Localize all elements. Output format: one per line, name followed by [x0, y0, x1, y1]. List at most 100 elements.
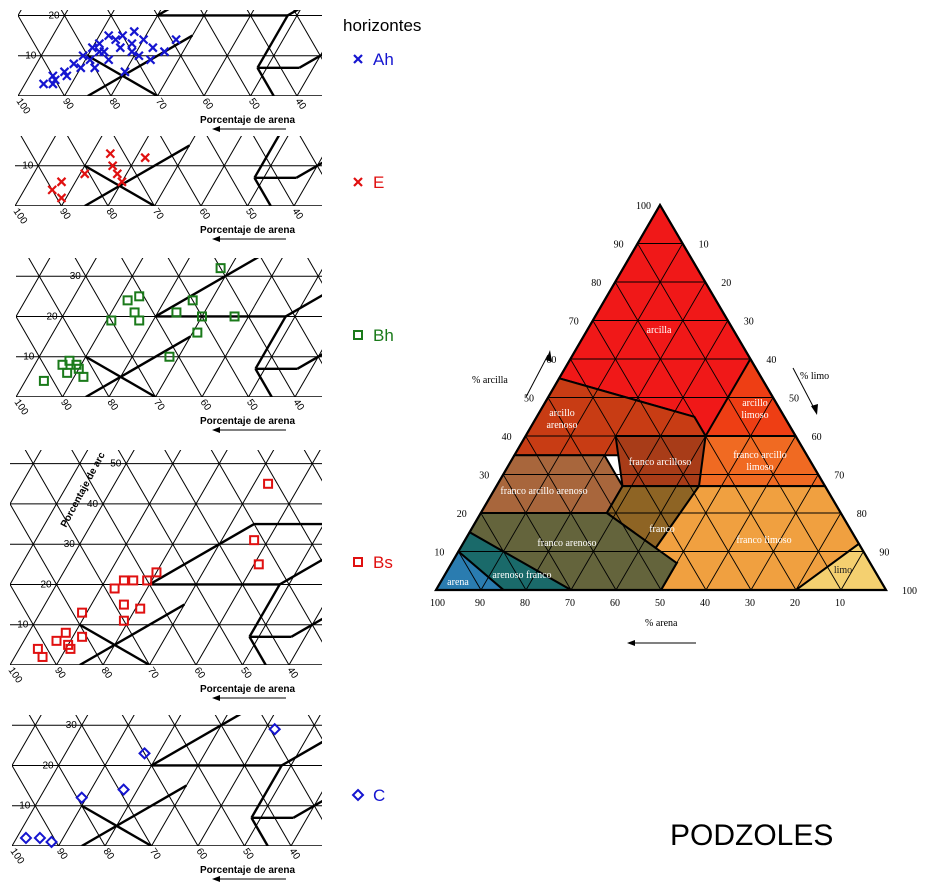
sand-axis-label: % arena: [645, 618, 678, 629]
sand-tick: 10: [835, 598, 845, 609]
sand-tick: 30: [745, 598, 755, 609]
data-point: [48, 79, 58, 89]
data-point: [103, 30, 114, 41]
class-label: franco arcilloso: [629, 457, 691, 468]
sand-tick-label: 100: [11, 206, 30, 226]
data-point: [138, 746, 151, 760]
sand-tick-label: 100: [8, 846, 27, 866]
silt-tick: 50: [789, 394, 799, 405]
clay-tick-label: 30: [70, 271, 82, 282]
data-point: [249, 535, 260, 546]
data-point: [129, 307, 140, 318]
silt-tick: 40: [766, 355, 776, 366]
data-point: [38, 375, 49, 386]
data-point: [51, 635, 62, 646]
data-point: [145, 54, 156, 65]
sand-tick: 100: [430, 598, 445, 609]
clay-tick: 20: [457, 509, 467, 520]
clay-tick-label: 30: [64, 539, 76, 550]
sand-axis-label: Porcentaje de arena: [200, 416, 295, 427]
data-point: [122, 295, 133, 306]
mini-chart-Ah: 20 10 100 90 80 70 60 50 40 Porcentaje de arena: [14, 10, 322, 132]
sand-axis-arrowhead: [212, 695, 220, 701]
class-label: franco arenoso: [537, 538, 596, 549]
sand-tick-label: 80: [105, 397, 121, 413]
sand-tick-label: 100: [6, 665, 25, 685]
sand-tick-label: 40: [287, 846, 303, 862]
data-point: [117, 177, 127, 187]
class-label: arcillo: [742, 398, 768, 409]
data-point: [94, 46, 105, 57]
sand-tick-label: 50: [243, 206, 259, 222]
clay-tick-label: 20: [49, 10, 61, 21]
silt-tick: 20: [721, 278, 731, 289]
data-point: [60, 627, 71, 638]
sand-axis-arrowhead: [212, 236, 220, 242]
data-point: [87, 42, 98, 53]
sand-axis-label: Porcentaje de arena: [200, 865, 295, 876]
sand-tick: 80: [520, 598, 530, 609]
triangle-outline: [434, 202, 888, 592]
clay-tick-label: 10: [25, 51, 37, 62]
mini-data-points: [32, 478, 274, 662]
silt-axis-arrow: [792, 367, 816, 411]
sand-axis-arrowhead: [212, 126, 220, 132]
sand-tick-label: 40: [293, 96, 309, 112]
class-label: limoso: [746, 462, 773, 473]
data-point: [110, 34, 121, 45]
sand-tick-label: 50: [240, 846, 256, 862]
data-point: [120, 67, 130, 77]
data-point: [134, 315, 145, 326]
data-point: [78, 371, 89, 382]
sand-tick: 20: [790, 598, 800, 609]
data-point: [77, 631, 88, 642]
data-point: [138, 34, 149, 45]
clay-tick: 100: [636, 201, 651, 212]
data-point: [62, 367, 73, 378]
legend-marker-Bh: [353, 330, 363, 340]
data-point: [105, 148, 116, 159]
sand-tick-label: 40: [285, 665, 301, 681]
sand-tick-label: 50: [244, 397, 260, 413]
silt-tick: 80: [857, 509, 867, 520]
class-label: arcillo: [549, 408, 575, 419]
legend-marker-Ah: [353, 54, 363, 64]
data-point: [187, 295, 198, 306]
data-point: [109, 583, 120, 594]
clay-axis-arrow: [525, 354, 549, 398]
data-point: [197, 311, 207, 322]
data-point: [129, 26, 140, 37]
sand-tick-label: 90: [57, 206, 73, 222]
mini-class-boundaries: [79, 522, 322, 665]
clay-tick: 30: [479, 471, 489, 482]
sand-axis-label: Porcentaje de arena: [200, 225, 295, 236]
silt-tick: 10: [699, 240, 709, 251]
sand-tick: 70: [565, 598, 575, 609]
clay-tick-label: 40: [87, 499, 99, 510]
sand-tick-label: 60: [200, 96, 216, 112]
data-point: [229, 311, 240, 322]
class-label: arenoso: [546, 420, 577, 431]
mini-class-boundaries: [84, 136, 322, 206]
data-point: [263, 478, 274, 489]
sand-tick-label: 70: [147, 846, 163, 862]
data-point: [37, 651, 48, 662]
legend-marker-E: [353, 177, 363, 187]
sand-tick-label: 50: [246, 96, 262, 112]
clay-tick: 80: [591, 278, 601, 289]
data-point: [75, 791, 89, 805]
silt-axis-arrowhead: [811, 404, 818, 415]
clay-tick-label: 50: [110, 459, 122, 470]
data-point: [171, 34, 181, 45]
class-labels: arcillaarcillolimosoarcilloarenosofranco…: [447, 325, 852, 588]
data-point: [85, 54, 95, 65]
sand-tick-label: 100: [14, 96, 33, 116]
clay-tick: 70: [569, 317, 579, 328]
horizon-legend: horizontes Ah E Bh Bs C: [343, 16, 421, 805]
sand-axis-arrowhead: [212, 876, 220, 882]
clay-tick-label: 10: [19, 801, 31, 812]
data-point: [112, 169, 123, 179]
sand-tick-label: 80: [104, 206, 120, 222]
